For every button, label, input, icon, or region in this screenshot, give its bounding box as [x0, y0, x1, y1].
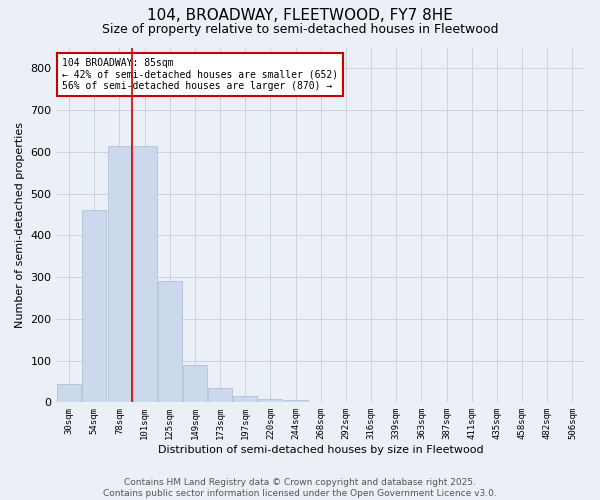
Bar — [183, 365, 207, 403]
Text: Size of property relative to semi-detached houses in Fleetwood: Size of property relative to semi-detach… — [102, 22, 498, 36]
Bar — [259, 399, 283, 402]
Y-axis label: Number of semi-detached properties: Number of semi-detached properties — [15, 122, 25, 328]
X-axis label: Distribution of semi-detached houses by size in Fleetwood: Distribution of semi-detached houses by … — [158, 445, 484, 455]
Bar — [82, 210, 106, 402]
Text: 104 BROADWAY: 85sqm
← 42% of semi-detached houses are smaller (652)
56% of semi-: 104 BROADWAY: 85sqm ← 42% of semi-detach… — [62, 58, 338, 92]
Bar — [233, 396, 257, 402]
Text: 104, BROADWAY, FLEETWOOD, FY7 8HE: 104, BROADWAY, FLEETWOOD, FY7 8HE — [147, 8, 453, 22]
Bar — [107, 146, 131, 402]
Bar — [133, 146, 157, 402]
Bar — [208, 388, 232, 402]
Text: Contains HM Land Registry data © Crown copyright and database right 2025.
Contai: Contains HM Land Registry data © Crown c… — [103, 478, 497, 498]
Bar — [158, 282, 182, 403]
Bar — [57, 384, 81, 402]
Bar — [284, 400, 308, 402]
